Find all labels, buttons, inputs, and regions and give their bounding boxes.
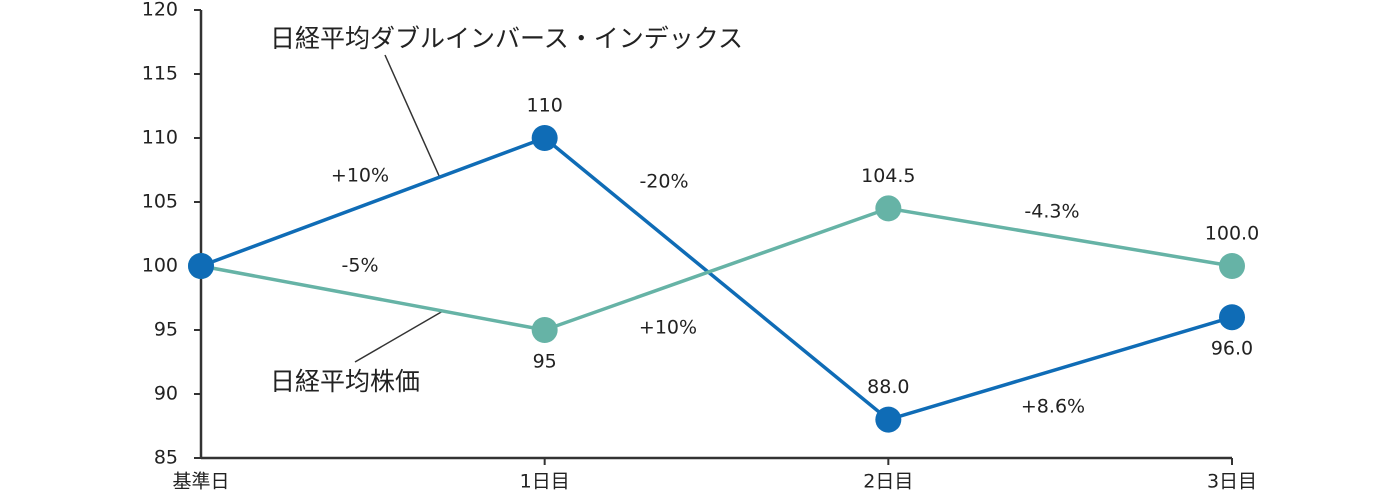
series-line [200, 136, 1233, 422]
data-point [188, 253, 214, 279]
leader-line [354, 310, 444, 363]
x-tick-label: 3日目 [1207, 471, 1257, 493]
y-tick-label: 105 [142, 191, 178, 213]
data-point [1219, 304, 1245, 331]
change-label: +8.6% [1021, 396, 1085, 418]
x-tick-label: 基準日 [172, 471, 229, 493]
y-tick-label: 115 [142, 63, 178, 85]
data-label: 100.0 [1205, 223, 1259, 245]
data-label: 96.0 [1211, 338, 1253, 360]
change-label: +10% [639, 317, 697, 339]
y-tick-label: 110 [142, 127, 178, 149]
data-point [531, 317, 558, 343]
data-point [875, 406, 902, 433]
data-label: 88.0 [867, 376, 909, 398]
x-tick-label: 1日目 [520, 471, 570, 493]
series-label: 日経平均ダブルインバース・インデックス [270, 24, 743, 53]
data-point [531, 125, 558, 151]
y-tick-label: 90 [154, 383, 178, 405]
data-label: 95 [533, 351, 557, 373]
series-label: 日経平均株価 [270, 367, 420, 396]
y-tick-label: 95 [154, 319, 178, 341]
data-label: 104.5 [861, 165, 915, 187]
data-point [875, 195, 902, 222]
change-label: -5% [342, 255, 379, 277]
data-label: 110 [527, 95, 563, 117]
leader-line [384, 54, 441, 179]
y-tick-label: 100 [142, 255, 178, 277]
data-point [1219, 253, 1245, 279]
y-tick-label: 120 [142, 0, 178, 21]
change-label: +10% [331, 165, 389, 187]
x-tick-label: 2日目 [863, 471, 913, 493]
change-label: -4.3% [1024, 201, 1079, 223]
series-line [200, 206, 1233, 332]
y-tick-label: 85 [154, 447, 178, 469]
change-label: -20% [639, 171, 688, 193]
